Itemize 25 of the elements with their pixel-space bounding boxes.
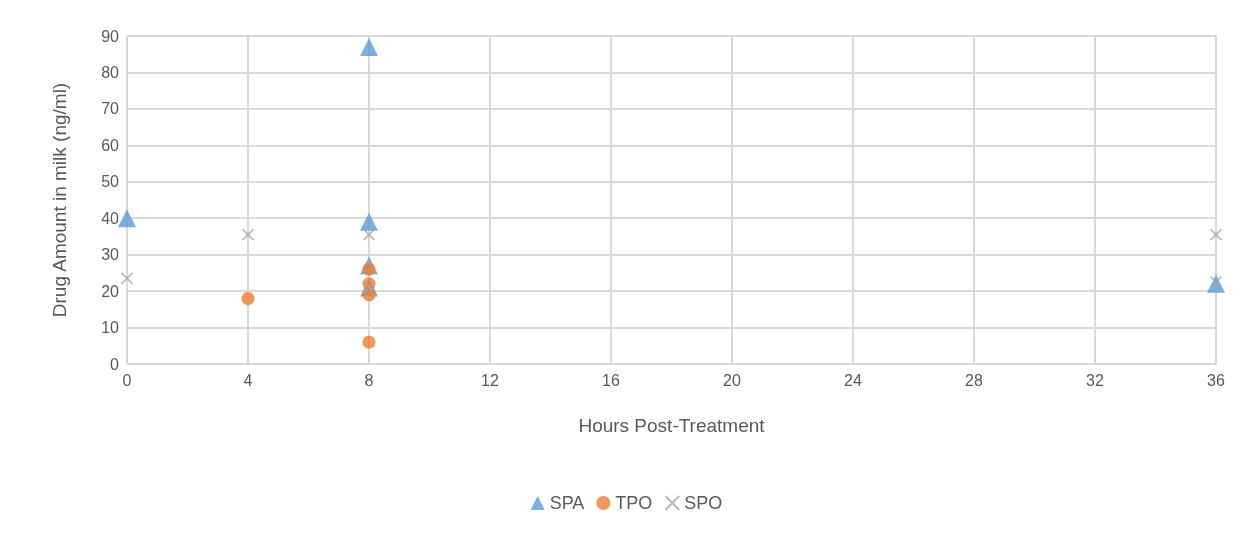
- x-tick-label: 28: [965, 371, 983, 389]
- x-tick-label: 36: [1207, 371, 1225, 389]
- x-tick-label: 24: [844, 371, 862, 389]
- x-axis-title: Hours Post-Treatment: [578, 415, 766, 436]
- y-tick-label: 30: [101, 246, 120, 264]
- y-tick-label: 0: [110, 355, 120, 373]
- legend-label: TPO: [615, 493, 653, 513]
- x-tick-label: 16: [602, 371, 620, 389]
- x-tick-label: 20: [723, 371, 741, 389]
- x-tick-label: 12: [481, 371, 499, 389]
- x-tick-label: 0: [122, 371, 132, 389]
- y-tick-label: 60: [101, 136, 120, 154]
- y-tick-label: 90: [101, 27, 120, 45]
- x-tick-label: 4: [243, 371, 253, 389]
- legend-label: SPO: [684, 493, 723, 513]
- y-tick-label: 50: [101, 173, 120, 191]
- x-tick-label: 32: [1086, 371, 1104, 389]
- x-tick-label: 8: [364, 371, 374, 389]
- y-axis-title: Drug Amount in milk (ng/ml): [49, 82, 70, 318]
- y-tick-label: 70: [101, 100, 120, 118]
- legend-label: SPA: [549, 493, 585, 513]
- y-tick-label: 80: [101, 63, 120, 81]
- y-tick-label: 40: [101, 209, 120, 227]
- y-tick-label: 10: [101, 319, 120, 337]
- y-tick-label: 20: [101, 282, 120, 300]
